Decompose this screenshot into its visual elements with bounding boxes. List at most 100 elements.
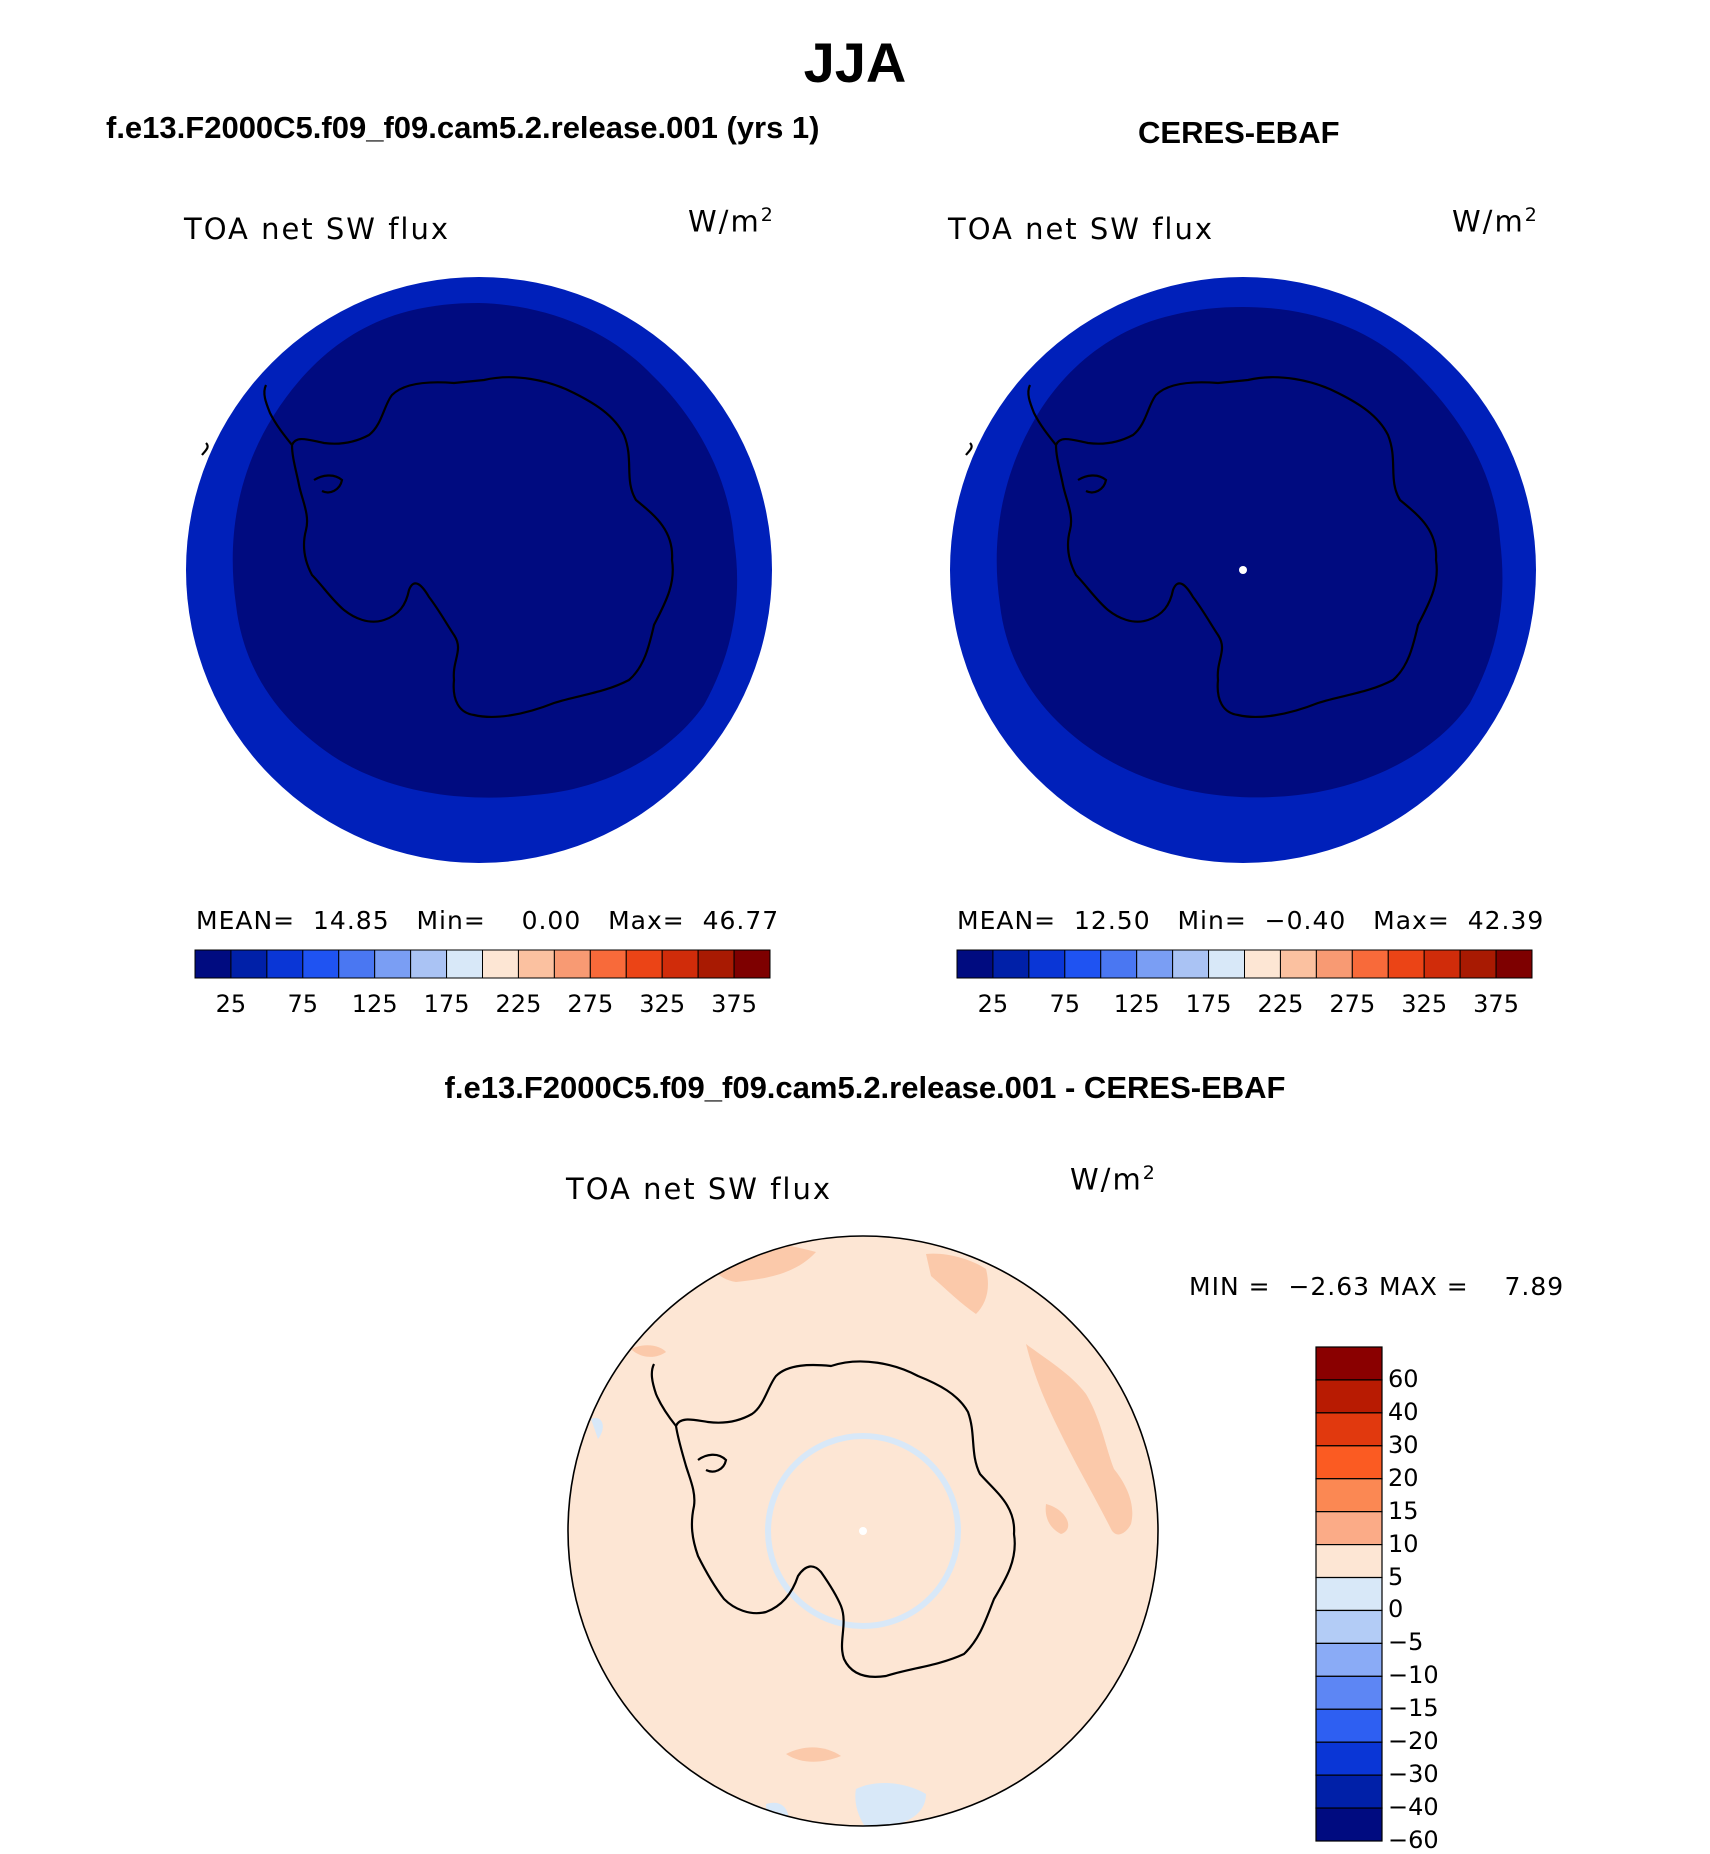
panel2-units: W/m2 xyxy=(1452,204,1539,239)
diff-colorbar-box xyxy=(1315,1445,1383,1480)
panel1-colorbar-box xyxy=(230,949,268,979)
panel1-colorbar-box xyxy=(302,949,340,979)
panel2-colorbar-box xyxy=(1351,949,1389,979)
diff-colorbar-box xyxy=(1315,1576,1383,1612)
diff-pole-marker xyxy=(859,1527,867,1535)
diff-colorbar-box xyxy=(1315,1478,1383,1513)
panel2-colorbar-box xyxy=(1208,949,1245,979)
panel2-colorbar-box xyxy=(1423,949,1461,979)
diff-colorbar-box xyxy=(1315,1544,1383,1579)
panel2-mean-value: 12.50 xyxy=(1074,906,1151,935)
diff-colorbar-tick-label: −20 xyxy=(1388,1727,1439,1756)
panel2-colorbar-box xyxy=(1244,949,1281,979)
panel1-antarctica-coastline xyxy=(201,376,674,718)
diff-colorbar-box xyxy=(1315,1642,1383,1677)
panel1-colorbar-tick-label: 25 xyxy=(215,990,247,1018)
panel2-polar-map xyxy=(950,277,1536,863)
panel2-colorbar-box xyxy=(992,949,1030,979)
panel1-colorbar-box xyxy=(553,949,591,979)
diff-colorbar-tick-label: 15 xyxy=(1388,1496,1419,1525)
panel1-max-value: 46.77 xyxy=(702,906,780,935)
panel2-colorbar-box xyxy=(1136,949,1174,979)
panel2-colorbar-box xyxy=(1172,949,1210,979)
panel2-colorbar-tick-label: 75 xyxy=(1049,990,1081,1018)
diff-colorbar-box xyxy=(1315,1708,1383,1743)
panel2-colorbar-tick-label: 325 xyxy=(1401,990,1448,1018)
panel1-colorbar-box xyxy=(625,949,663,979)
diff-colorbar-box xyxy=(1315,1412,1383,1447)
panel1-colorbar-tick-label: 175 xyxy=(423,990,470,1018)
panel2-colorbar-box xyxy=(956,949,994,979)
panel2-pole-marker xyxy=(1239,566,1247,574)
panel2-colorbar-box xyxy=(1459,949,1497,979)
panel2-variable-label: TOA net SW flux xyxy=(948,212,1215,246)
panel2-mean-label: MEAN= xyxy=(957,906,1057,935)
diff-max-label: MAX = xyxy=(1379,1272,1469,1301)
panel2-colorbar-tick-label: 375 xyxy=(1473,990,1519,1018)
panel1-stats: MEAN= 14.85 Min= 0.00 Max= 46.77 xyxy=(196,906,779,935)
panel2-colorbar-tick-label: 125 xyxy=(1113,990,1160,1018)
panel2-inner-field xyxy=(996,307,1503,798)
panel1-colorbar-box xyxy=(374,949,412,979)
panel1-colorbar-tick-label: 125 xyxy=(351,990,398,1018)
panel2-colorbar-box xyxy=(1495,949,1533,979)
diff-units: W/m2 xyxy=(1070,1162,1157,1197)
panel1-colorbar-box xyxy=(338,949,376,979)
panel1-colorbar-tick-label: 75 xyxy=(287,990,319,1018)
panel1-mean-label: MEAN= xyxy=(196,906,296,935)
panel1-min-label: Min= xyxy=(416,906,486,935)
diff-min-label: MIN = xyxy=(1189,1272,1271,1301)
panel1-colorbar-box xyxy=(661,949,699,979)
panel2-colorbar-box xyxy=(1315,949,1353,979)
panel1-variable-label: TOA net SW flux xyxy=(184,212,451,246)
diff-colorbar-tick-label: 30 xyxy=(1388,1430,1419,1459)
panel2-colorbar-tick-label: 175 xyxy=(1185,990,1232,1018)
panel1-colorbar-tick-label: 275 xyxy=(567,990,614,1018)
diff-negative-ring xyxy=(765,1433,961,1629)
panel1-colorbar-box xyxy=(194,949,232,979)
panel1-colorbar-box xyxy=(482,949,519,979)
panel2-colorbar-box xyxy=(1064,949,1102,979)
panel2-antarctica-coastline xyxy=(965,376,1438,718)
panel1-colorbar-box xyxy=(410,949,448,979)
diff-colorbar-box xyxy=(1315,1675,1383,1710)
panel1-polar-map xyxy=(186,277,772,863)
diff-polar-map xyxy=(567,1235,1159,1827)
diff-colorbar-box xyxy=(1315,1807,1383,1842)
panel2-colorbar-tick-label: 25 xyxy=(977,990,1009,1018)
panel2-colorbar-tick-label: 225 xyxy=(1257,990,1304,1018)
diff-colorbar-box xyxy=(1315,1379,1383,1414)
panel1-colorbar-tick-label: 375 xyxy=(711,990,757,1018)
diff-colorbar-tick-label: −10 xyxy=(1388,1661,1439,1690)
diff-colorbar-tick-label: −15 xyxy=(1388,1694,1439,1723)
panel2-max-value: 42.39 xyxy=(1467,906,1545,935)
panel1-max-label: Max= xyxy=(608,906,685,935)
panel2-colorbar-box xyxy=(1100,949,1138,979)
diff-colorbar-box xyxy=(1315,1511,1383,1546)
panel1-units: W/m2 xyxy=(688,204,775,239)
panel1-min-value: 0.00 xyxy=(521,906,582,935)
panel1-colorbar-tick-label: 325 xyxy=(639,990,686,1018)
season-title: JJA xyxy=(803,31,907,94)
panel2-colorbar-box xyxy=(1387,949,1425,979)
diff-max-value: 7.89 xyxy=(1504,1272,1565,1301)
diff-title: f.e13.F2000C5.f09_f09.cam5.2.release.001… xyxy=(444,1070,1286,1105)
panel2-stats: MEAN= 12.50 Min= −0.40 Max= 42.39 xyxy=(957,906,1544,935)
panel2-min-label: Min= xyxy=(1177,906,1247,935)
panel2-max-label: Max= xyxy=(1373,906,1450,935)
panel2-case-title: CERES-EBAF xyxy=(1138,115,1340,150)
panel2-colorbar-tick-label: 275 xyxy=(1329,990,1376,1018)
diff-colorbar-tick-label: 5 xyxy=(1388,1562,1404,1591)
diff-colorbar-tick-label: −60 xyxy=(1388,1826,1439,1854)
diff-colorbar-tick-label: 40 xyxy=(1388,1397,1419,1426)
panel1-case-title: f.e13.F2000C5.f09_f09.cam5.2.release.001… xyxy=(106,110,820,145)
diff-colorbar-box xyxy=(1315,1609,1383,1645)
diff-variable-label: TOA net SW flux xyxy=(566,1172,833,1206)
panel1-colorbar-box xyxy=(446,949,483,979)
diff-min-value: −2.63 xyxy=(1288,1272,1371,1301)
panel2-colorbar xyxy=(956,949,1533,979)
diff-colorbar-tick-label: 60 xyxy=(1388,1364,1419,1393)
panel1-colorbar-box xyxy=(517,949,555,979)
diff-colorbar-tick-label: −5 xyxy=(1388,1628,1424,1657)
panel2-colorbar-box xyxy=(1028,949,1066,979)
